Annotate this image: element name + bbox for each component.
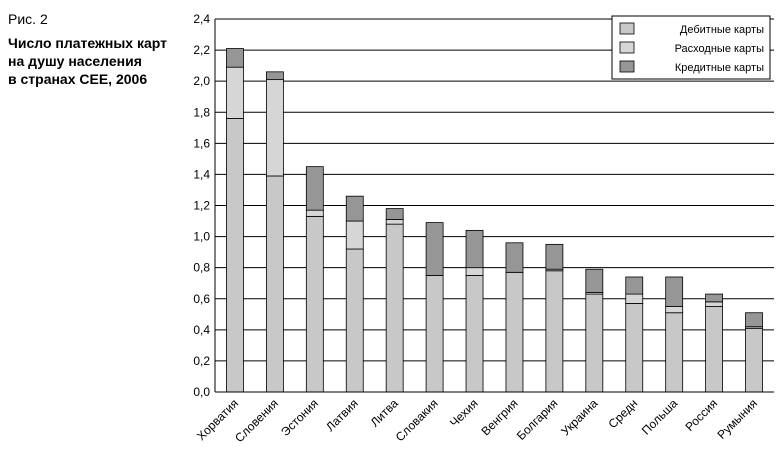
bar-credit bbox=[745, 312, 763, 328]
y-tick-label: 1,0 bbox=[193, 230, 210, 244]
figure-title: Число платежных карт на душу населения в… bbox=[8, 34, 188, 88]
bar-debit bbox=[265, 175, 284, 393]
legend-label: Расходные карты bbox=[675, 43, 765, 55]
x-tick-label: Румыния bbox=[714, 396, 760, 442]
bar-credit bbox=[545, 243, 564, 270]
bar-debit bbox=[465, 275, 484, 393]
legend-box bbox=[611, 15, 771, 80]
figure-title-line-3: в странах СЕЕ, 2006 bbox=[8, 71, 148, 87]
bar-debit bbox=[665, 312, 684, 393]
y-tick-label: 0,8 bbox=[193, 261, 210, 275]
x-tick-label: Украина bbox=[558, 396, 600, 438]
y-tick-label: 1,4 bbox=[193, 167, 210, 181]
y-axis: 0,0 0,2 0,4 0,6 0,8 1,0 1,2 1,4 1,6 1,8 2,0 2,2 2,4 bbox=[193, 12, 216, 399]
x-tick-label: Чехия bbox=[447, 396, 481, 430]
bar-charge bbox=[625, 293, 644, 304]
bar-debit bbox=[305, 215, 324, 393]
x-tick-label: Польша bbox=[639, 396, 681, 438]
bar-credit bbox=[585, 268, 604, 293]
x-tick-label: Средн bbox=[605, 396, 640, 431]
x-tick-label: Словакия bbox=[393, 396, 441, 444]
y-tick-label: 2,0 bbox=[193, 74, 210, 88]
bar-credit bbox=[345, 195, 364, 222]
legend-label: Кредитные карты bbox=[675, 62, 764, 74]
y-tick-label: 1,6 bbox=[193, 136, 210, 150]
y-tick-label: 2,4 bbox=[193, 12, 210, 26]
y-tick-label: 0,6 bbox=[193, 292, 210, 306]
bars bbox=[226, 48, 763, 393]
bar-debit bbox=[425, 275, 444, 393]
x-tick-label: Литва bbox=[368, 396, 401, 429]
bar-credit bbox=[665, 276, 684, 307]
bar-charge bbox=[265, 79, 284, 177]
y-tick-label: 0,2 bbox=[193, 354, 210, 368]
x-tick-label: Россия bbox=[682, 396, 720, 434]
bar-debit bbox=[545, 270, 564, 393]
y-tick-label: 1,8 bbox=[193, 105, 210, 119]
legend: Дебитные карты Расходные карты Кредитные к… bbox=[611, 15, 771, 80]
bar-credit bbox=[425, 222, 444, 276]
legend-swatch bbox=[619, 41, 635, 54]
bar-debit bbox=[705, 306, 724, 393]
y-tick-label: 0,4 bbox=[193, 323, 210, 337]
bar-debit bbox=[585, 293, 604, 393]
legend-label: Дебитные карты bbox=[680, 24, 764, 36]
figure-number: Рис. 2 bbox=[8, 11, 48, 27]
bar-credit bbox=[625, 276, 644, 295]
y-tick-label: 1,2 bbox=[193, 199, 210, 213]
bar-credit bbox=[385, 208, 404, 220]
x-tick-label: Латвия bbox=[323, 396, 361, 434]
legend-swatch bbox=[619, 60, 635, 73]
bar-credit bbox=[705, 293, 724, 303]
y-tick-label: 2,2 bbox=[193, 43, 210, 57]
bar-charge bbox=[305, 209, 324, 217]
bar-debit bbox=[385, 223, 404, 393]
bar-credit bbox=[305, 166, 324, 211]
bar-debit bbox=[226, 118, 244, 393]
y-tick-label: 0,0 bbox=[193, 385, 210, 399]
bar-charge bbox=[385, 219, 404, 225]
bar-debit bbox=[625, 303, 644, 393]
bar-charge bbox=[226, 66, 244, 119]
bar-credit bbox=[226, 48, 244, 68]
bar-charge bbox=[665, 306, 684, 314]
bar-debit bbox=[745, 327, 763, 393]
bar-charge bbox=[705, 301, 724, 307]
bar-debit bbox=[345, 248, 364, 393]
x-tick-label: Словения bbox=[232, 396, 281, 445]
bar-charge bbox=[465, 267, 484, 276]
x-tick-label: Эстония bbox=[278, 396, 321, 439]
legend-swatch bbox=[619, 22, 635, 35]
bar-credit bbox=[505, 242, 524, 273]
figure-title-line-2: на душу населения bbox=[8, 53, 142, 69]
bar-credit bbox=[465, 229, 484, 269]
bar-debit bbox=[505, 271, 524, 393]
figure-title-line-1: Число платежных карт bbox=[8, 35, 168, 51]
bar-charge bbox=[345, 220, 364, 250]
figure-caption: Рис. 2 Число платежных карт на душу насе… bbox=[8, 10, 188, 88]
x-tick-label: Болгария bbox=[514, 396, 561, 443]
bar-credit bbox=[265, 71, 284, 81]
